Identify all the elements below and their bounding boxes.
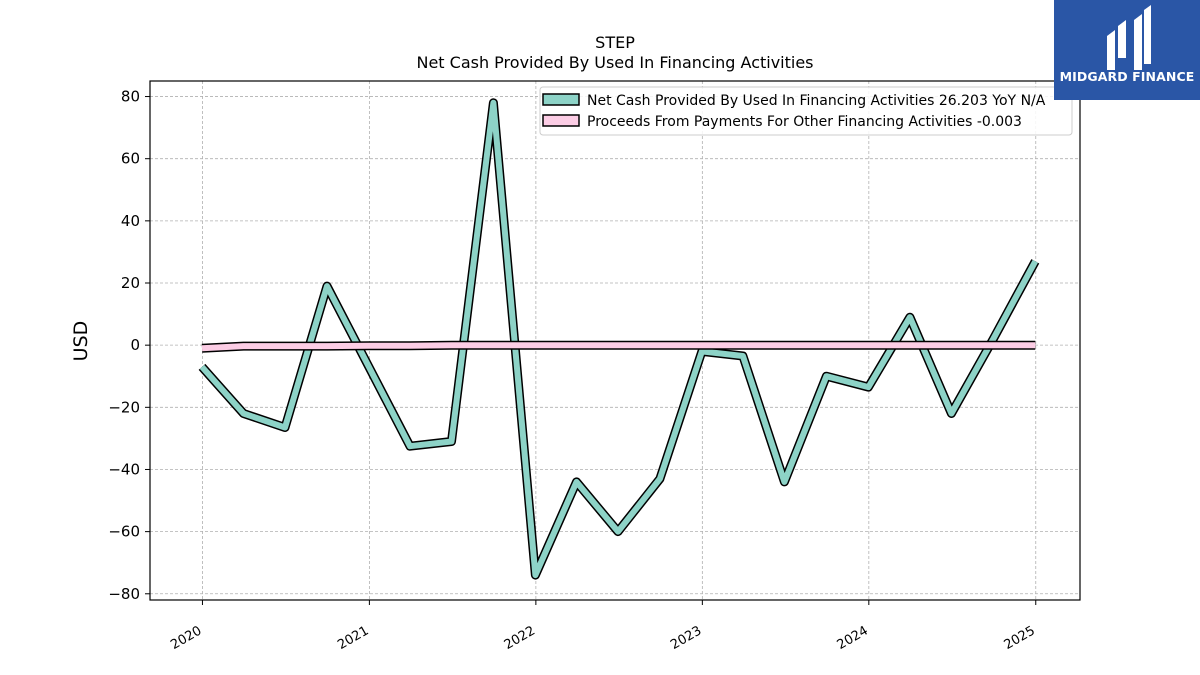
logo-text: MIDGARD FINANCE [1059,69,1195,84]
legend-box [539,86,1073,136]
legend-label-1: Proceeds From Payments For Other Financi… [587,114,1022,130]
x-tick-label: 2023 [668,623,704,653]
series-outline-0 [198,98,1040,580]
x-tick-label: 2024 [835,623,871,653]
y-tick-label: 80 [121,88,140,106]
midgard-finance-logo: MIDGARD FINANCE [1054,0,1200,100]
series-layer [198,98,1040,580]
legend-label-0: Net Cash Provided By Used In Financing A… [587,93,1046,109]
y-axis-label: USD [70,321,92,362]
x-axis: 2020 2021 2022 2023 2024 2025 [168,600,1038,653]
x-tick-label: 2020 [168,623,204,653]
y-tick-label: 20 [121,274,140,292]
y-tick-label: 40 [121,212,140,230]
chart-title: STEP [595,33,635,52]
y-tick-label: −20 [108,398,140,416]
legend-swatch-1 [542,114,580,127]
y-tick-label: −40 [108,460,140,478]
series-line-1 [201,342,1036,352]
logo-mark-icon [1107,5,1151,70]
legend-swatch-0 [542,93,580,106]
y-tick-label: −80 [108,585,140,603]
x-tick-label: 2022 [502,623,538,653]
y-tick-label: 0 [130,336,140,354]
legend: Net Cash Provided By Used In Financing A… [539,86,1073,136]
plot-frame [149,80,1081,601]
x-tick-label: 2025 [1002,623,1038,653]
y-axis: 80 60 40 20 0 −20 −40 −60 −80 [108,88,150,603]
x-tick-label: 2021 [335,623,371,653]
chart-subtitle: Net Cash Provided By Used In Financing A… [416,53,813,72]
y-tick-label: 60 [121,150,140,168]
y-tick-label: −60 [108,523,140,541]
series-line-0 [199,99,1038,579]
